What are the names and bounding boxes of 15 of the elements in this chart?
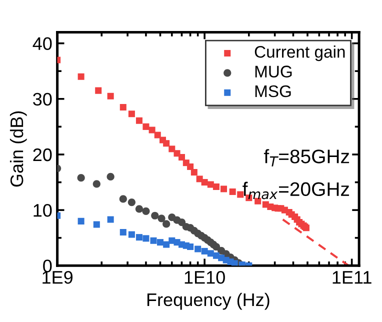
y-tick-label: 30 [33,92,52,106]
y-tick-label: 0 [43,260,52,272]
legend-label: MUG [255,66,292,78]
y-axis-title: Gain (dB) [10,111,27,187]
annotation: f$_{max}$=20GHz [242,182,349,200]
x-axis-title: Frequency (Hz) [147,292,270,310]
x-tick-label: 1E9 [42,270,73,284]
x-tick-label: 1E10 [184,270,225,284]
y-tick-label: 40 [32,37,52,50]
y-tick-label: 20 [33,148,52,162]
annotation: f$_{T}$=85GHz [264,149,350,166]
legend-label: MSG [255,85,291,98]
y-tick-label: 10 [34,204,52,217]
legend-label: Current gain [254,46,345,62]
x-tick-label: 1E11 [332,271,372,284]
